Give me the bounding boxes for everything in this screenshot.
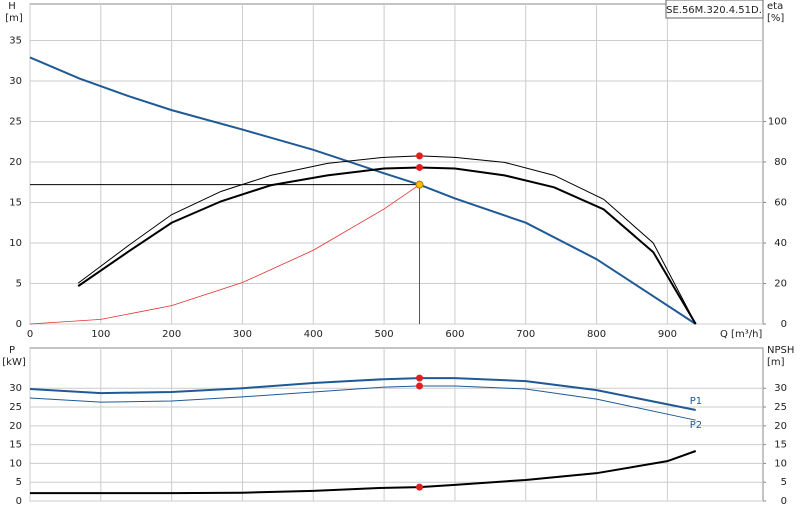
x-tick-label: 100 [91,329,110,340]
y-tick-label: 5 [16,278,22,289]
y-tick-label: 30 [9,76,22,87]
y-axis-unit: [kW] [2,357,26,368]
y-tick-label: 5 [16,477,22,488]
y-tick-label: 30 [9,383,22,394]
y-axis-unit: [m] [5,13,23,24]
x-tick-label: 900 [658,329,677,340]
y2-axis-unit: [m] [767,357,785,368]
duty-point [415,180,424,189]
y-tick-label: 20 [9,157,22,168]
series-line [77,166,697,325]
y2-tick-label: 30 [774,383,787,394]
y2-tick-label: 0 [781,496,787,507]
chart-title: SE.56M.320.4.51D. [666,5,762,16]
x-tick-label: 400 [304,329,323,340]
series-line [29,377,696,412]
marker [416,382,424,390]
y-tick-label: 15 [9,197,22,208]
y-tick-label: 0 [16,319,22,330]
y-tick-label: 25 [9,116,22,127]
y-axis-label: H [8,1,16,12]
plot-area [29,347,764,502]
y2-tick-label: 25 [774,402,787,413]
marker [416,163,424,171]
y2-tick-label: 20 [774,421,787,432]
y2-tick-label: 40 [774,238,787,249]
x-tick-label: 600 [445,329,464,340]
marker [416,483,424,491]
series-line [29,385,696,421]
x-tick-label: 200 [162,329,181,340]
y2-axis-label: eta [767,1,783,12]
y2-tick-label: 15 [774,440,787,451]
y2-axis-label: NPSH [767,345,794,356]
series-label: P1 [690,396,702,407]
y2-axis-unit: [%] [767,13,784,24]
y-tick-label: 10 [9,238,22,249]
y-axis-label: P [9,345,15,356]
y2-tick-label: 5 [781,477,787,488]
title-box [665,0,764,19]
series-line [30,450,697,495]
series-line [29,56,697,325]
y2-tick-label: 100 [768,116,787,127]
series-line [77,155,697,325]
y-tick-label: 10 [9,458,22,469]
y-tick-label: 15 [9,440,22,451]
y-tick-label: 20 [9,421,22,432]
y2-tick-label: 20 [774,278,787,289]
x-tick-label: 0 [27,329,33,340]
series-label: P2 [690,420,702,431]
marker [416,152,424,160]
y2-tick-label: 60 [774,197,787,208]
plot-area [29,3,764,325]
y2-tick-label: 10 [774,458,787,469]
y-tick-label: 35 [9,35,22,46]
marker [416,374,424,382]
x-tick-label: 300 [233,329,252,340]
x-axis-label: Q [m³/h] [720,329,762,340]
y-tick-label: 25 [9,402,22,413]
y2-tick-label: 80 [774,157,787,168]
x-tick-label: 700 [516,329,535,340]
series-line [29,184,420,325]
x-tick-label: 500 [375,329,394,340]
x-tick-label: 800 [587,329,606,340]
y-tick-label: 0 [16,496,22,507]
y2-tick-label: 0 [781,319,787,330]
